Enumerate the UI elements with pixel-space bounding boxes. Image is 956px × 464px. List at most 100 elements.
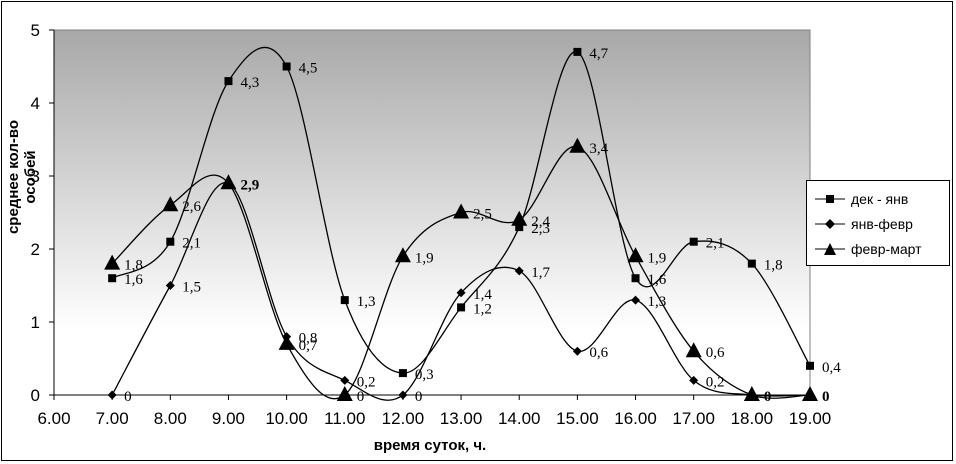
x-tick-label: 9.00 (212, 409, 245, 428)
series-1-data-label: 4,5 (299, 61, 318, 77)
series-3-data-label: 1,8 (124, 258, 143, 274)
series-2-data-label: 1,3 (648, 294, 667, 310)
legend-label-series-2: янв-февр (851, 216, 913, 232)
series-1-data-label: 1,2 (473, 301, 492, 317)
series-1-data-label: 4,7 (589, 46, 608, 62)
series-1-point (806, 361, 814, 370)
y-tick-label: 2 (31, 240, 40, 259)
series-2-point (107, 390, 117, 400)
series-3-data-label: 2,5 (473, 207, 492, 223)
data-labels-layer: 1,6 2,1 4,3 4,5 1,3 0,3 1,2 2,3 4,7 1,6 2,1 1,8 0,4 0… (124, 46, 841, 405)
series-3-data-label: 2,4 (531, 214, 550, 230)
x-tick-label: 8.00 (154, 409, 187, 428)
y-tick-label: 1 (31, 313, 40, 332)
series-1-data-label: 2,1 (182, 236, 201, 252)
series-3-point (104, 254, 121, 270)
series-3-data-label: 1,9 (648, 250, 667, 266)
series-2-point (572, 346, 582, 356)
series-1-data-label: 0,4 (822, 360, 841, 376)
series-2-point (631, 295, 641, 305)
series-2-point (398, 390, 408, 400)
series-3-point (220, 174, 237, 190)
series-3-point (685, 342, 702, 358)
series-3-data-label: 0 (764, 389, 772, 405)
series-1-data-label: 1,3 (357, 294, 376, 310)
series-3-point (743, 386, 760, 401)
y-tick-label: 0 (31, 386, 40, 405)
series-3-data-label: 0 (822, 389, 830, 405)
series-1-point (398, 369, 407, 378)
series-3-data-label: 0,7 (299, 338, 318, 354)
series-2-data-label: 1,7 (531, 265, 550, 281)
series-1-data-label: 2,3 (531, 221, 550, 237)
series-2-data-label: 1,4 (473, 287, 492, 303)
x-tick-label: 12.00 (382, 409, 425, 428)
series-1-point (747, 259, 756, 268)
y-tick-label: 5 (31, 21, 40, 40)
series-3-point (569, 137, 586, 153)
x-tick-label: 17.00 (672, 409, 715, 428)
series-2-point (689, 375, 699, 385)
series-2-data-label: 0,6 (589, 345, 608, 361)
series-1-point (224, 77, 233, 86)
series-3-point (627, 247, 644, 263)
series-1-point (340, 296, 349, 305)
y-tick-label: 4 (31, 94, 40, 113)
axes: 0 1 2 3 4 5 6.00 7.00 8.00 9.00 10.00 11.00 12.00 13.… (31, 21, 832, 428)
series-1-point (515, 223, 524, 232)
series-3-data-label: 1,9 (415, 250, 434, 266)
legend-triangle-marker-icon (815, 243, 845, 255)
series-1-point (573, 47, 582, 56)
plot-area (53, 29, 811, 396)
x-axis-label: время суток, ч. (373, 437, 487, 454)
x-tick-label: 13.00 (440, 409, 483, 428)
legend-label-series-1: дек - янв (851, 191, 909, 207)
series-1-data-label: 1,6 (124, 272, 143, 288)
series-2-point (165, 281, 175, 290)
series-3-data-label: 0,6 (706, 345, 725, 361)
series-3-data-label: 2,9 (240, 177, 259, 193)
series-1-point (282, 62, 291, 71)
series-3-point (453, 203, 470, 219)
series-3-point (336, 386, 353, 401)
series-3-data-label: 0 (357, 389, 365, 405)
x-tick-label: 14.00 (498, 409, 541, 428)
series-2-data-label: 0,2 (706, 374, 725, 390)
series-2-point (456, 288, 466, 298)
series-1-data-label: 2,1 (706, 236, 725, 252)
series-1-point (631, 274, 640, 283)
legend-square-marker-icon (815, 195, 845, 203)
series-2-data-label: 0 (124, 389, 131, 405)
series-3-point (162, 196, 179, 212)
x-tick-label: 11.00 (324, 409, 365, 428)
series-layer (104, 46, 818, 401)
series-2-data-label: 0 (415, 389, 423, 405)
series-3-point (278, 334, 295, 350)
series-2-point (514, 266, 524, 276)
x-tick-label: 16.00 (614, 409, 657, 428)
legend-diamond-marker-icon (815, 219, 845, 229)
series-2-data-label: 1,5 (182, 280, 201, 296)
x-tick-label: 6.00 (37, 409, 70, 428)
x-tick-label: 7.00 (96, 409, 129, 428)
series-1-data-label: 1,8 (764, 258, 783, 274)
legend-item-series-3: февр-март (813, 239, 922, 259)
legend-item-series-2: янв-февр (813, 214, 913, 234)
series-2-data-label: 0,8 (299, 331, 318, 347)
series-1-point (689, 237, 698, 246)
legend-item-series-1: дек - янв (813, 189, 908, 209)
legend-label-series-3: февр-март (851, 241, 922, 257)
x-tick-label: 19.00 (789, 409, 832, 428)
series-1-data-label: 4,3 (240, 75, 259, 91)
legend: дек - янв янв-февр февр-март (806, 180, 950, 266)
series-3-data-label: 3,4 (589, 141, 608, 157)
series-2-point (340, 375, 350, 385)
series-2-data-label: 0,2 (357, 374, 376, 390)
x-tick-label: 10.00 (265, 409, 308, 428)
series-3-data-label: 2,6 (182, 199, 201, 215)
series-1-point (108, 274, 117, 283)
x-tick-label: 15.00 (556, 409, 599, 428)
series-1-data-label: 1,6 (648, 272, 667, 288)
series-3-point (802, 386, 818, 401)
